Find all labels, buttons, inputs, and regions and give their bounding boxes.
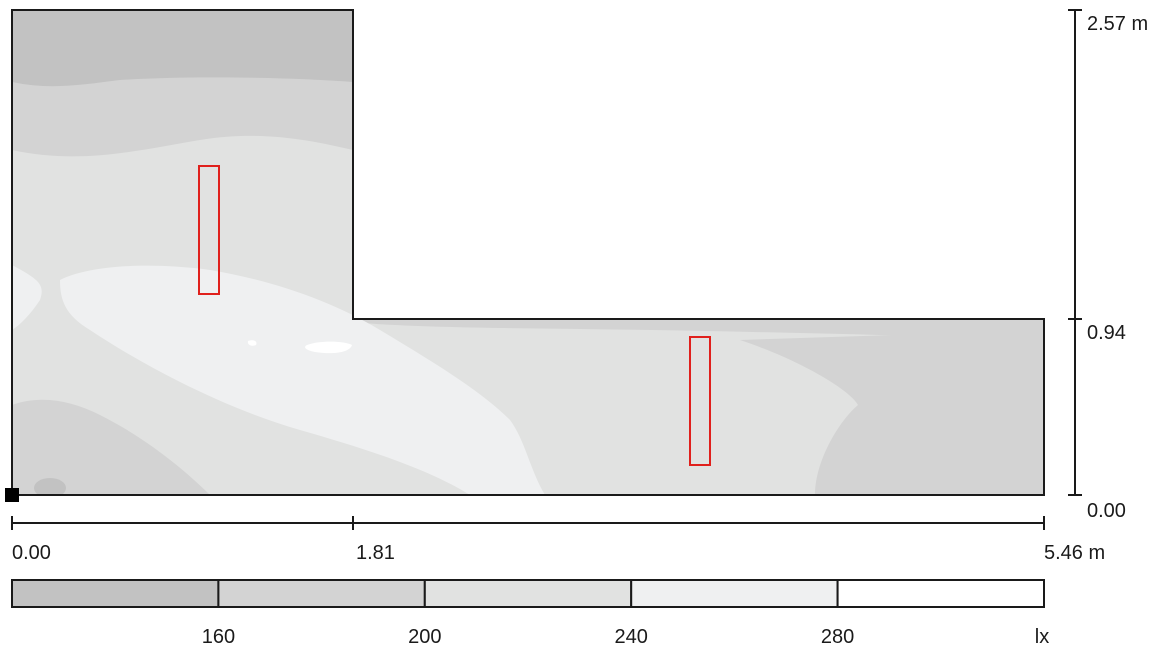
origin-marker — [5, 488, 19, 502]
vertical-scale-mid-label: 0.94 — [1087, 322, 1126, 344]
horizontal-scale-right-label: 5.46 m — [1044, 542, 1105, 564]
horizontal-scale-mid-label: 1.81 — [356, 542, 395, 564]
legend-tick-label: 240 — [615, 626, 648, 648]
legend-band-3 — [423, 579, 633, 608]
contour-zone-band-top-lower — [353, 319, 1044, 340]
contour-zone-top — [12, 10, 353, 87]
legend-band-5 — [836, 579, 1045, 608]
legend-band-1 — [11, 579, 220, 608]
legend-tick-labels: 160 200 240 280 — [202, 626, 855, 648]
legend-tick-label: 160 — [202, 626, 235, 648]
legend-color-bar — [11, 579, 1045, 608]
horizontal-scale — [11, 516, 1045, 530]
contour-spot-white-2 — [247, 340, 257, 346]
contour-spot-dark — [34, 478, 66, 495]
vertical-scale — [1068, 9, 1082, 496]
vertical-scale-top-label: 2.57 m — [1087, 13, 1148, 35]
contour-zone-brightest — [12, 265, 545, 495]
contour-zone-right-dark — [740, 330, 1044, 495]
luminaire-2 — [689, 336, 711, 466]
luminaire-1 — [198, 165, 220, 295]
legend-unit-label: lx — [1035, 626, 1049, 648]
legend-tick-label: 280 — [821, 626, 854, 648]
contour-zone-left-bottom-dark — [12, 399, 210, 495]
legend-band-4 — [630, 579, 839, 608]
legend-band-2 — [217, 579, 426, 608]
horizontal-scale-left-label: 0.00 — [12, 542, 51, 564]
contour-spot-white-1 — [305, 341, 352, 354]
legend-tick-label: 200 — [408, 626, 441, 648]
vertical-scale-bottom-label: 0.00 — [1087, 500, 1126, 522]
